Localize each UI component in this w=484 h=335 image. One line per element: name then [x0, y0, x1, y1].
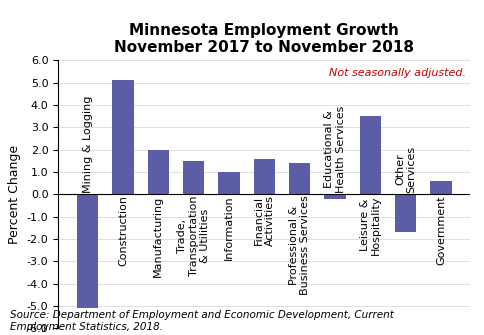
Y-axis label: Percent Change: Percent Change — [8, 145, 21, 244]
Text: Government: Government — [435, 195, 445, 265]
Text: Manufacturing: Manufacturing — [153, 195, 163, 277]
Text: Mining & Logging: Mining & Logging — [82, 96, 92, 193]
Text: Trade,
Transportation
& Utilities: Trade, Transportation & Utilities — [177, 195, 210, 276]
Bar — [430, 181, 451, 194]
Bar — [218, 172, 239, 194]
Text: Educational &
Health Services: Educational & Health Services — [324, 106, 345, 193]
Text: Financial
Activities: Financial Activities — [253, 195, 274, 246]
Bar — [182, 161, 204, 194]
Bar — [324, 194, 345, 199]
Bar — [147, 150, 168, 194]
Text: Information: Information — [224, 195, 233, 260]
Bar — [359, 116, 380, 194]
Bar — [77, 194, 98, 308]
Text: Leisure &
Hospitality: Leisure & Hospitality — [359, 195, 380, 255]
Text: Professional &
Business Services: Professional & Business Services — [288, 195, 310, 295]
Text: Source: Department of Employment and Economic Development, Current
Employment St: Source: Department of Employment and Eco… — [10, 310, 393, 332]
Bar — [112, 80, 133, 194]
Text: Not seasonally adjusted.: Not seasonally adjusted. — [329, 68, 465, 78]
Bar — [394, 194, 415, 232]
Title: Minnesota Employment Growth
November 2017 to November 2018: Minnesota Employment Growth November 201… — [114, 22, 413, 55]
Bar — [253, 158, 274, 194]
Text: Construction: Construction — [118, 195, 128, 266]
Bar — [288, 163, 310, 194]
Text: Other
Services: Other Services — [394, 146, 416, 193]
